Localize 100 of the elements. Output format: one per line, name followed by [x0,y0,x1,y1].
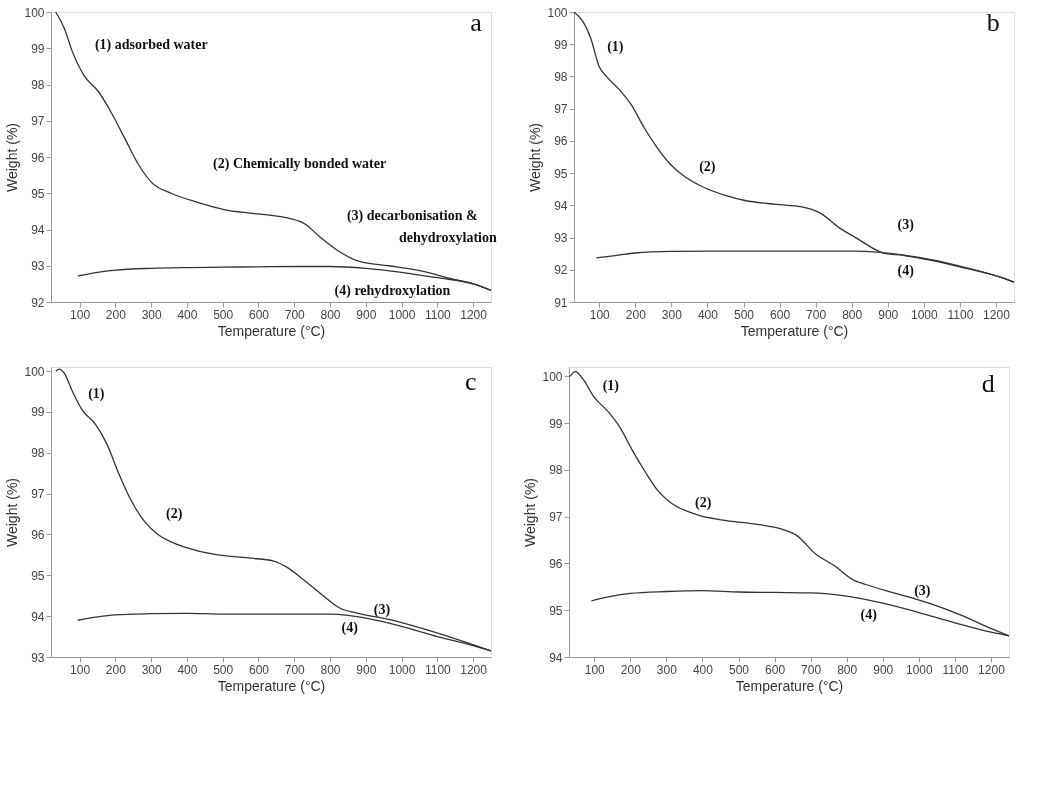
x-tick-label: 1000 [905,662,934,677]
x-tick-label: 900 [878,307,899,322]
x-tick-label: 800 [320,307,341,322]
y-tick-label: 96 [554,134,568,149]
y-tick-label: 99 [31,405,45,420]
x-tick-label: 1000 [388,307,416,322]
y-tick-label: 96 [31,527,45,542]
x-tick-label: 600 [770,307,791,322]
x-axis-title: Temperature (°C) [735,677,844,694]
y-axis-title: Weight (%) [522,478,539,547]
y-tick-label: 97 [554,102,568,117]
y-axis-title: Weight (%) [4,478,21,547]
annotation: (4) [341,620,359,637]
x-tick-label: 600 [248,662,270,677]
x-tick-label: 500 [213,307,234,322]
chart-title: a [470,8,483,37]
y-tick-label: 91 [554,295,568,310]
x-tick-label: 900 [873,662,894,677]
annotation: dehydroxylation [399,230,497,246]
y-tick-label: 99 [554,37,568,52]
annotation: (4) [860,606,878,623]
x-tick-label: 500 [733,307,755,322]
x-tick-label: 400 [177,307,198,322]
x-tick-label: 400 [697,307,719,322]
x-tick-label: 300 [141,662,162,677]
x-tick-label: 300 [656,662,678,677]
annotation: (3) [914,583,931,600]
x-tick-label: 100 [70,307,91,322]
annotation: (3) decarbonisation & [346,207,478,224]
y-tick-label: 94 [31,609,45,624]
x-tick-label: 1200 [983,307,1011,322]
y-tick-label: 98 [31,446,45,461]
x-axis-title: Temperature (°C) [217,322,326,339]
x-tick-label: 500 [213,662,234,677]
x-tick-label: 1100 [947,307,974,322]
y-tick-label: 96 [549,556,563,571]
y-tick-label: 95 [549,603,563,618]
annotation: (2) [166,506,183,523]
y-tick-label: 94 [549,650,563,665]
annotation: (2) [695,494,712,511]
annotation: (1) [602,377,620,394]
x-tick-label: 600 [248,307,270,322]
x-tick-label: 100 [584,662,606,677]
x-tick-label: 900 [356,662,377,677]
x-tick-label: 1200 [978,662,1006,677]
x-tick-label: 800 [320,662,341,677]
x-tick-label: 1200 [460,662,488,677]
annotation: (1) [607,39,624,56]
y-tick-label: 98 [31,78,45,92]
y-tick-label: 94 [554,198,568,213]
x-tick-label: 100 [589,307,611,322]
x-tick-label: 1100 [424,662,452,677]
annotation: (1) adsorbed water [94,36,208,53]
annotation: (3) [897,216,915,233]
y-tick-label: 97 [31,114,45,129]
x-tick-label: 200 [105,662,127,677]
y-tick-label: 93 [31,650,45,665]
x-tick-label: 200 [620,662,642,677]
x-axis-title: Temperature (°C) [217,677,326,694]
y-tick-label: 98 [549,463,563,478]
x-axis-title: Temperature (°C) [740,322,849,339]
y-tick-label: 95 [554,166,568,181]
x-tick-label: 700 [284,307,306,322]
x-tick-label: 400 [692,662,714,677]
y-tick-label: 99 [549,416,563,431]
x-tick-label: 600 [765,662,786,677]
y-tick-label: 96 [31,150,45,165]
y-tick-label: 100 [542,369,563,384]
annotation: (4) rehydroxylation [334,283,451,300]
x-tick-label: 700 [801,662,822,677]
y-tick-label: 92 [554,263,568,278]
x-tick-label: 1200 [460,307,488,322]
y-tick-label: 94 [31,223,45,237]
y-tick-label: 93 [554,231,568,246]
y-tick-label: 100 [24,364,45,379]
y-tick-label: 92 [31,295,45,310]
x-tick-label: 800 [842,307,863,322]
x-tick-label: 800 [837,662,858,677]
y-tick-label: 95 [31,186,45,201]
y-tick-label: 99 [31,41,45,56]
y-axis-title: Weight (%) [4,123,21,192]
x-tick-label: 400 [177,662,198,677]
x-tick-label: 200 [625,307,647,322]
x-tick-label: 900 [356,307,377,322]
y-tick-label: 97 [31,487,45,502]
annotation: (4) [897,263,915,280]
y-tick-label: 100 [24,5,45,20]
x-tick-label: 300 [661,307,683,322]
y-tick-label: 97 [549,510,563,525]
annotation: (2) Chemically bonded water [213,156,387,173]
y-tick-label: 93 [31,259,45,274]
y-tick-label: 95 [31,568,45,583]
chart-title: c [465,367,477,397]
annotation: (2) [699,158,716,175]
y-axis-title: Weight (%) [527,123,544,192]
x-tick-label: 200 [105,307,127,322]
x-tick-label: 100 [70,662,91,677]
y-tick-label: 100 [547,5,568,20]
annotation: (3) [373,602,391,619]
x-tick-label: 1000 [910,307,939,322]
